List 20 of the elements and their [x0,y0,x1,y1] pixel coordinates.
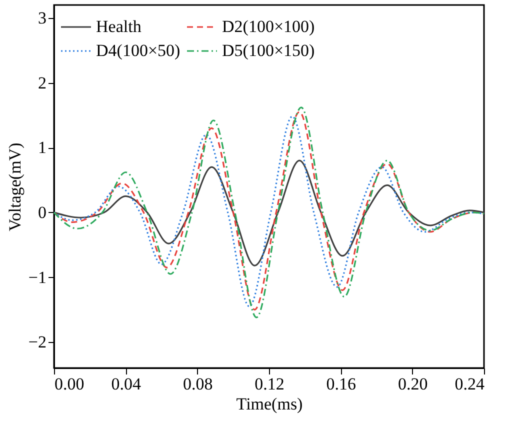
y-tick-label: −1 [28,268,46,287]
y-tick-label: 0 [38,202,46,222]
y-tick-label: −2 [28,332,46,352]
line-series [53,160,485,266]
y-axis-title: Voltage(mV) [5,142,24,232]
legend-label: D2(100×100) [222,17,315,36]
x-tick-label: 0.04 [111,374,142,394]
x-tick-label: 0.16 [326,374,356,394]
x-tick-label: 0.12 [254,374,284,394]
y-tick-label: 1 [38,138,46,158]
legend-label: D4(100×50) [96,41,180,60]
legend-label: D5(100×150) [222,41,315,60]
legend-label: Health [96,17,142,36]
y-tick-label: 3 [38,8,46,28]
y-tick-label: 2 [38,73,46,92]
x-tick-label: 0.20 [398,374,428,394]
x-tick-label: 0.00 [54,374,84,394]
x-tick-label: 0.08 [182,374,213,394]
x-tick-label: 0.24 [454,374,485,394]
x-axis-title: Time(ms) [236,394,303,414]
